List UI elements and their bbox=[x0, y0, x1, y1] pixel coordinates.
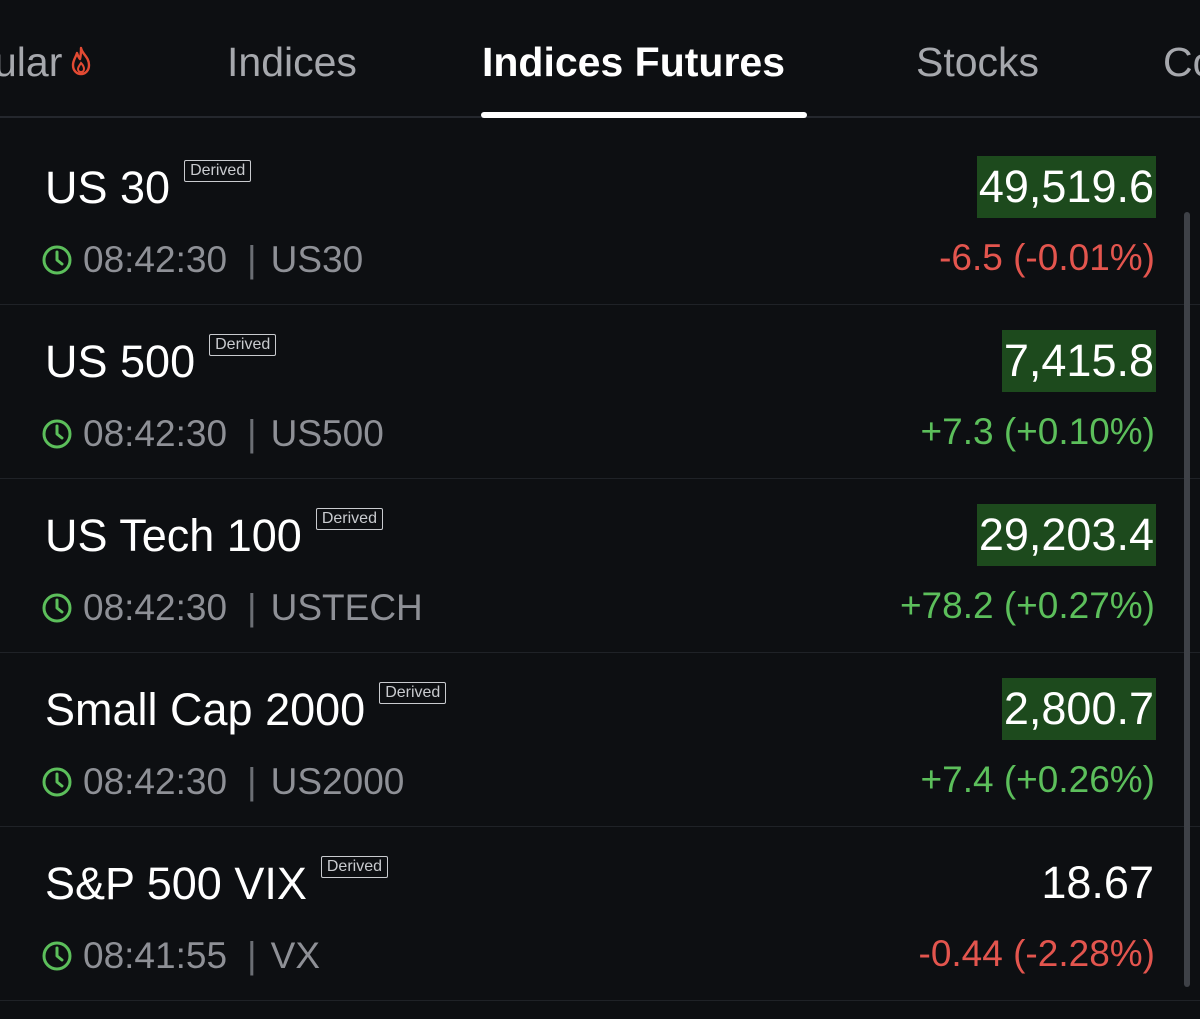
instrument-name-container: US Tech 100 Derived bbox=[45, 508, 383, 562]
instrument-meta: 08:42:30 | US2000 bbox=[41, 762, 404, 802]
instrument-symbol: VX bbox=[270, 935, 321, 976]
quote-time: 08:41:55 bbox=[83, 935, 228, 976]
last-price: 18.67 bbox=[1041, 857, 1154, 908]
price-change: +78.2 (+0.27%) bbox=[899, 585, 1155, 626]
category-tab-bar: ular Indices Indices Futures Stocks Co bbox=[0, 0, 1200, 118]
list-scrollbar[interactable] bbox=[1184, 212, 1190, 987]
instrument-list: US 30 Derived 08:42:30 | US30 49,519.6 -6… bbox=[0, 118, 1200, 1001]
instrument-row-vx[interactable]: S&P 500 VIX Derived 08:41:55 | VX 18.67 -… bbox=[0, 827, 1200, 1001]
instrument-row-us30[interactable]: US 30 Derived 08:42:30 | US30 49,519.6 -6… bbox=[0, 118, 1200, 305]
quote-time: 08:42:30 bbox=[83, 587, 228, 628]
instrument-meta: 08:42:30 | US500 bbox=[41, 414, 384, 454]
quote-time: 08:42:30 bbox=[83, 239, 228, 280]
instrument-name: US 500 bbox=[45, 336, 196, 387]
separator: | bbox=[247, 761, 257, 802]
instrument-name-container: Small Cap 2000 Derived bbox=[45, 682, 447, 736]
instrument-name-container: US 500 Derived bbox=[45, 334, 277, 388]
price-change: +7.4 (+0.26%) bbox=[920, 759, 1155, 800]
last-price: 2,800.7 bbox=[1001, 678, 1156, 740]
instrument-name: US 30 bbox=[45, 162, 171, 213]
tab-indices-futures[interactable]: Indices Futures bbox=[482, 39, 786, 85]
instrument-name-container: S&P 500 VIX Derived bbox=[45, 856, 388, 910]
separator: | bbox=[247, 239, 257, 280]
tab-stocks[interactable]: Stocks bbox=[916, 39, 1040, 85]
clock-icon bbox=[41, 940, 73, 972]
price-change: -6.5 (-0.01%) bbox=[939, 237, 1155, 278]
derived-badge: Derived bbox=[209, 334, 277, 356]
separator: | bbox=[247, 413, 257, 454]
instrument-symbol: US30 bbox=[270, 239, 364, 280]
instrument-row-us500[interactable]: US 500 Derived 08:42:30 | US500 7,415.8 +… bbox=[0, 305, 1200, 479]
derived-badge: Derived bbox=[320, 856, 388, 878]
instrument-name: US Tech 100 bbox=[45, 510, 302, 561]
clock-icon bbox=[41, 244, 73, 276]
instrument-meta: 08:42:30 | US30 bbox=[41, 240, 363, 280]
price-change: -0.44 (-2.28%) bbox=[918, 933, 1156, 974]
instrument-row-ustech[interactable]: US Tech 100 Derived 08:42:30 | USTECH 29,… bbox=[0, 479, 1200, 653]
clock-icon bbox=[41, 592, 73, 624]
instrument-symbol: USTECH bbox=[270, 587, 423, 628]
tab-popular-label: ular bbox=[0, 39, 63, 85]
active-tab-indicator bbox=[481, 112, 807, 118]
clock-icon bbox=[41, 766, 73, 798]
instrument-name-container: US 30 Derived bbox=[45, 160, 252, 214]
fire-icon bbox=[68, 38, 94, 86]
price-change: +7.3 (+0.10%) bbox=[920, 411, 1155, 452]
separator: | bbox=[247, 587, 257, 628]
derived-badge: Derived bbox=[315, 508, 383, 530]
clock-icon bbox=[41, 418, 73, 450]
instrument-meta: 08:42:30 | USTECH bbox=[41, 588, 423, 628]
instrument-name: Small Cap 2000 bbox=[45, 684, 366, 735]
last-price: 7,415.8 bbox=[1001, 330, 1156, 392]
tab-next-partial[interactable]: Co bbox=[1163, 39, 1200, 85]
last-price: 49,519.6 bbox=[976, 156, 1156, 218]
instrument-symbol: US500 bbox=[270, 413, 384, 454]
instrument-meta: 08:41:55 | VX bbox=[41, 936, 320, 976]
quote-time: 08:42:30 bbox=[83, 761, 228, 802]
instrument-name: S&P 500 VIX bbox=[45, 858, 307, 909]
derived-badge: Derived bbox=[184, 160, 252, 182]
instrument-row-us2000[interactable]: Small Cap 2000 Derived 08:42:30 | US2000 … bbox=[0, 653, 1200, 827]
separator: | bbox=[247, 935, 257, 976]
instrument-symbol: US2000 bbox=[270, 761, 405, 802]
tab-indices[interactable]: Indices bbox=[227, 39, 357, 85]
quote-time: 08:42:30 bbox=[83, 413, 228, 454]
last-price: 29,203.4 bbox=[976, 504, 1156, 566]
tab-popular[interactable]: ular bbox=[0, 38, 94, 86]
derived-badge: Derived bbox=[379, 682, 447, 704]
